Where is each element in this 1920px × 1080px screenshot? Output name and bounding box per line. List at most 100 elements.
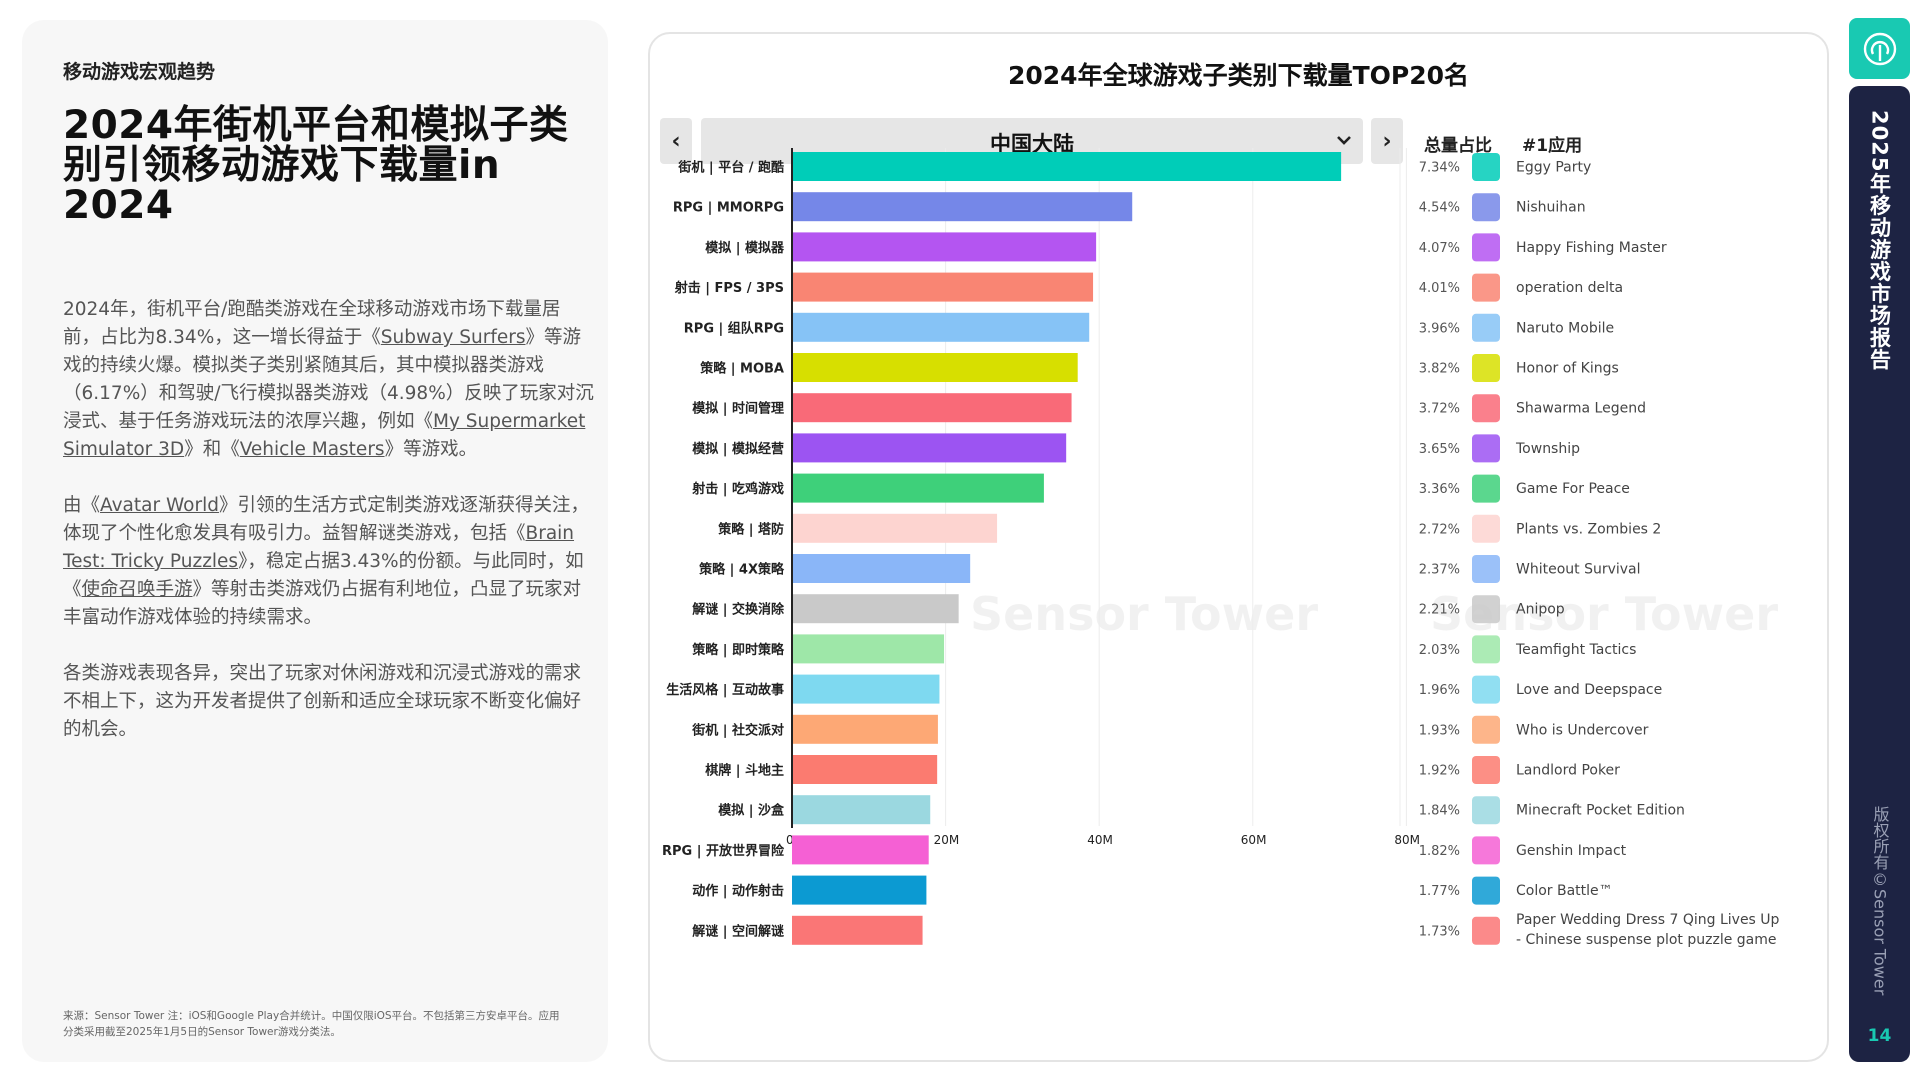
paragraph-text: 》等游戏。 [384,439,478,460]
paragraph-text: 由《 [63,495,101,516]
bar [792,393,1072,423]
category-label: 街机 | 社交派对 [691,722,784,738]
category-label: 生活风格 | 互动故事 [666,682,784,698]
category-label: 动作 | 动作射击 [692,883,784,899]
app-icon [1472,434,1500,463]
headline: 2024年街机平台和模拟子类别引领移动游戏下载量in 2024 [63,103,569,228]
category-label: 模拟 | 沙盒 [718,803,785,819]
share-value: 1.92% [1419,764,1460,779]
sensor-tower-logo [1849,18,1910,79]
share-value: 3.72% [1419,402,1460,417]
app-icon [1472,836,1500,865]
bar [792,513,998,543]
chart-panel: 2024年全球游戏子类别下载量TOP20名 ‹ 中国大陆 › 总量占比 #1应用… [648,32,1829,1062]
app-icon [1472,555,1500,583]
bar [792,232,1097,262]
category-label: 模拟 | 时间管理 [692,401,784,417]
share-value: 3.65% [1419,442,1460,457]
share-value: 4.54% [1419,201,1460,216]
chart-title: 2024年全球游戏子类别下载量TOP20名 [1008,61,1469,90]
share-value: 4.01% [1419,281,1460,296]
share-value: 2.21% [1419,603,1460,618]
share-value: 1.96% [1419,683,1460,698]
share-value: 1.73% [1419,924,1460,939]
top-app-column-header: #1应用 [1522,136,1583,156]
body-text: 2024年，街机平台/跑酷类游戏在全球移动游戏市场下载量居前，占比为8.34%，… [63,296,595,772]
game-title-link[interactable]: 使命召唤手游 [81,579,193,600]
top-app-name: Nishuihan [1516,200,1586,216]
report-side-strip: 2025年移动游戏市场报告 版权所有©Sensor Tower 14 [1849,86,1910,1062]
bar [792,755,938,784]
bar [792,353,1078,382]
top-app-name: Minecraft Pocket Edition [1516,803,1685,819]
share-value: 2.03% [1419,643,1460,658]
x-tick-label: 60M [1241,833,1267,847]
app-icon [1472,756,1500,784]
share-value: 7.34% [1419,161,1460,176]
app-icon [1472,675,1500,704]
bar [792,433,1067,463]
logo-icon [1863,32,1896,65]
share-value: 3.82% [1419,362,1460,377]
top-app-name: Eggy Party [1516,160,1591,176]
share-value: 3.96% [1419,321,1460,336]
share-value: 1.77% [1419,884,1460,899]
x-tick-label: 80M [1394,833,1420,847]
prev-region-button[interactable]: ‹ [660,118,692,164]
chevron-left-icon: ‹ [671,128,681,154]
copyright: 版权所有©Sensor Tower [1870,806,1890,996]
game-title-link[interactable]: Subway Surfers [380,327,526,348]
bar [792,192,1133,222]
app-icon [1472,193,1500,222]
bar [792,634,945,664]
game-title-link[interactable]: Avatar World [100,495,219,516]
bar-chart: 0 20M 40M 60M 80M 街机 | 平台 / 跑酷 7.34% Eggy Party… [662,148,1780,948]
game-title-link[interactable]: Vehicle Masters [239,439,385,460]
share-value: 1.93% [1419,723,1460,738]
paragraph-3: 各类游戏表现各异，突出了玩家对休闲游戏和沉浸式游戏的需求不相上下，这为开发者提供… [63,660,595,744]
bar [792,835,929,865]
category-label: RPG | MMORPG [673,201,784,216]
section-label: 移动游戏宏观趋势 [63,61,216,83]
category-label: RPG | 开放世界冒险 [662,843,785,859]
app-icon [1472,233,1500,262]
top-app-name: Shawarma Legend [1516,401,1646,417]
top-app-name: Genshin Impact [1516,843,1627,859]
paragraph-text: 》等射击类游戏仍占据有利地位，凸显了玩家对丰富动作游戏体验的持续需求。 [63,579,582,628]
game-title-link[interactable]: My Supermarket Simulator 3D [63,411,586,460]
share-column-header: 总量占比 [1424,136,1492,156]
category-label: 棋牌 | 斗地主 [704,763,784,779]
app-icon [1472,876,1500,905]
page-number: 14 [1867,1026,1892,1046]
category-label: 策略 | MOBA [700,361,784,377]
category-label: RPG | 组队RPG [684,320,784,336]
category-label: 解谜 | 空间解谜 [691,923,785,939]
bar [792,875,927,905]
app-icon [1472,796,1500,825]
share-value: 1.82% [1419,844,1460,859]
left-text-panel [22,20,608,1062]
top-app-name: Color Battle™ [1516,883,1613,899]
bar [792,915,923,945]
bar [792,714,938,744]
category-label: 模拟 | 模拟器 [705,240,785,256]
paragraph-text: 》等游戏的持续火爆。模拟类子类别紧随其后，其中模拟器类游戏（6.17%）和驾驶/… [63,327,594,432]
x-tick-label: 20M [934,833,960,847]
app-icon [1472,635,1500,664]
chevron-down-icon [1335,126,1353,159]
category-label: 射击 | 吃鸡游戏 [691,481,784,497]
game-title-link[interactable]: Brain Test: Tricky Puzzles [63,523,575,572]
paragraph-1: 2024年，街机平台/跑酷类游戏在全球移动游戏市场下载量居前，占比为8.34%，… [63,296,595,464]
bar [792,152,1342,181]
bar [792,674,940,704]
category-label: 策略 | 塔防 [718,521,784,537]
category-label: 模拟 | 模拟经营 [692,441,784,457]
paragraph-text: 各类游戏表现各异，突出了玩家对休闲游戏和沉浸式游戏的需求不相上下，这为开发者提供… [63,663,582,740]
share-value: 4.07% [1419,241,1460,256]
bar [792,312,1090,342]
app-icon [1472,474,1500,503]
top-app-name: Anipop [1516,602,1565,618]
bar [792,594,959,624]
next-region-button[interactable]: › [1371,118,1403,164]
category-label: 策略 | 即时策略 [692,642,785,658]
